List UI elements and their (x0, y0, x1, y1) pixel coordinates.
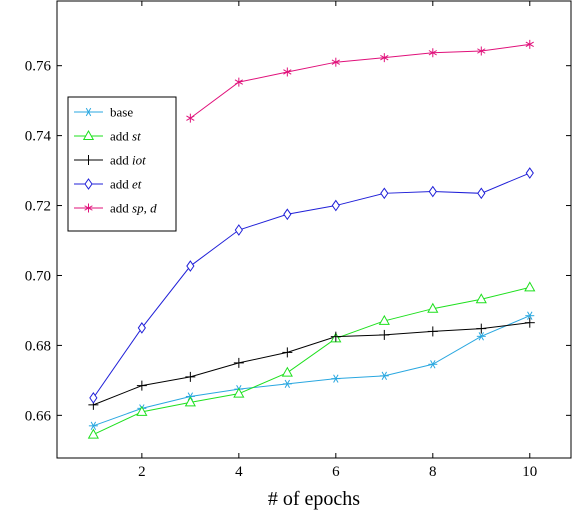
data-point (428, 360, 438, 369)
data-point (428, 48, 437, 58)
data-point (379, 329, 390, 340)
plot-frame (56, 0, 572, 459)
data-point (185, 371, 196, 382)
data-point (380, 53, 389, 63)
x-axis-title: # of epochs (268, 488, 360, 510)
data-point (283, 208, 292, 221)
y-tick-label: 0.66 (25, 408, 52, 424)
legend-marker (84, 178, 93, 190)
legend-marker (83, 155, 94, 165)
legend-label-part: add (110, 153, 132, 168)
legend-label: add sp, d (110, 201, 157, 216)
series-line (190, 43, 530, 119)
x-tick-label: 4 (235, 464, 243, 480)
axis-ticks: 2 4 6 8 10 0.66 0.68 0.70 0.72 0.74 0.76 (25, 1, 571, 480)
data-point (88, 421, 98, 430)
data-point (427, 302, 439, 313)
data-point (379, 371, 389, 380)
data-point (380, 187, 389, 200)
legend-entry: add st (74, 129, 141, 144)
y-tick-label: 0.74 (25, 129, 52, 145)
data-point (428, 185, 437, 198)
data-point (524, 281, 536, 292)
data-point (186, 113, 195, 123)
data-point (283, 67, 292, 77)
legend-label-part: st (132, 129, 141, 144)
legend-label-part: et (132, 177, 142, 192)
x-tick-label: 6 (332, 464, 340, 480)
data-point (525, 167, 534, 179)
series-line (93, 286, 530, 436)
data-point (234, 224, 243, 236)
data-point (475, 293, 487, 304)
data-point (87, 428, 99, 439)
data-point (524, 317, 535, 328)
series-line (93, 315, 530, 427)
data-point (233, 357, 244, 368)
series-line (92, 172, 530, 399)
legend-label-part: iot (132, 153, 146, 168)
legend-marker (84, 107, 93, 117)
data-point (281, 366, 293, 377)
legend-label: base (110, 105, 133, 120)
data-point (136, 380, 147, 391)
x-tick-label: 8 (429, 464, 437, 480)
legend-marker (82, 129, 95, 140)
series-line (93, 322, 530, 406)
legend-label: add iot (110, 153, 146, 168)
data-point (234, 77, 243, 87)
data-point (378, 314, 390, 325)
y-tick-label: 0.72 (25, 199, 51, 215)
x-tick-label: 10 (522, 464, 537, 480)
legend-label-part: d (150, 201, 157, 216)
legend-label-part: add (110, 201, 132, 216)
data-point (282, 347, 293, 358)
data-point (186, 260, 195, 272)
data-point (427, 326, 438, 337)
y-tick-label: 0.76 (25, 59, 52, 75)
legend-label: add st (110, 129, 141, 144)
legend-label-part: add (110, 129, 132, 144)
y-tick-label: 0.68 (25, 338, 51, 354)
legend-label-part: , (144, 201, 151, 216)
data-point (476, 332, 486, 341)
series-lines (92, 43, 530, 436)
legend-label: add et (110, 177, 142, 192)
x-tick-label: 2 (138, 464, 146, 480)
series-markers (87, 39, 536, 439)
data-point (476, 323, 487, 334)
data-point (233, 387, 245, 398)
legend-marker (84, 203, 93, 213)
data-point (477, 187, 486, 200)
data-point (330, 331, 341, 342)
legend-entry: base (74, 105, 133, 120)
data-point (184, 396, 196, 407)
data-point (525, 311, 535, 320)
legend-entry: add sp, d (74, 201, 157, 216)
data-point (136, 405, 148, 416)
legend-label-part: add (110, 177, 132, 192)
data-point (477, 46, 486, 56)
legend-entry: add iot (74, 153, 146, 168)
legend-entry: add et (74, 177, 142, 192)
data-point (137, 322, 146, 334)
data-point (331, 199, 340, 212)
legend-label-part: sp (132, 201, 144, 216)
legend-box (67, 96, 177, 232)
data-point (331, 374, 341, 383)
data-point (331, 57, 340, 67)
data-point (282, 379, 292, 389)
y-tick-label: 0.70 (25, 268, 51, 284)
data-point (89, 391, 98, 404)
data-point (525, 39, 534, 49)
legend-label-part: base (110, 105, 133, 120)
